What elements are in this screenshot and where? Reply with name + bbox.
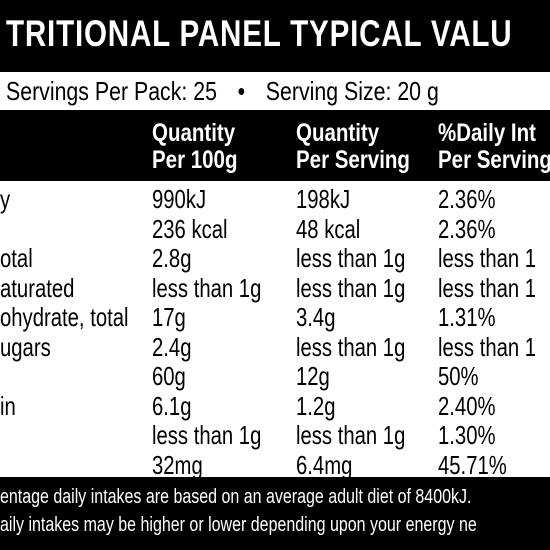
panel-title: TRITIONAL PANEL TYPICAL VALU (6, 13, 513, 54)
table-row: ohydrate, total 17g 3.4g 1.31% (0, 302, 550, 333)
header-line: Per 100g (152, 146, 238, 174)
value-per-serving: 3.4g (296, 302, 336, 332)
table-row: 32mg 6.4mg 45.71% (0, 449, 550, 481)
bullet-separator: • (237, 76, 246, 106)
servings-band (0, 72, 550, 110)
header-line: Per Serving (438, 146, 550, 174)
nutrition-table: y 990kJ 198kJ 2.36% 236 kcal 48 kcal 2.3… (0, 181, 550, 479)
value-per-100g: 2.8g (152, 243, 192, 273)
value-daily-intake: 50% (438, 361, 479, 391)
servings-line: Servings Per Pack: 25 • Serving Size: 20… (6, 76, 439, 106)
header-per-100g: Quantity Per 100g (152, 120, 237, 174)
table-row: less than 1g less than 1g 1.30% (0, 420, 550, 451)
table-row: aturated less than 1g less than 1g less … (0, 272, 550, 304)
value-per-100g: 32mg (152, 449, 203, 480)
value-per-serving: 6.4mg (296, 449, 353, 480)
value-per-100g: 60g (152, 361, 186, 391)
nutrient-name: ohydrate, total (0, 302, 129, 332)
header-line: Quantity (296, 119, 380, 147)
header-line: Per Serving (296, 146, 410, 174)
value-per-serving: less than 1g (296, 243, 406, 273)
value-per-serving: 48 kcal (296, 213, 361, 244)
value-daily-intake: 2.36% (438, 213, 496, 244)
nutrient-name: ugars (0, 331, 51, 362)
header-per-serving: Quantity Per Serving (296, 120, 410, 174)
value-per-serving: less than 1g (296, 420, 406, 450)
value-daily-intake: 1.30% (438, 420, 496, 450)
nutrient-name: y (0, 184, 11, 214)
value-daily-intake: less than 1 (438, 243, 537, 273)
header-line: Quantity (152, 119, 236, 147)
value-daily-intake: 45.71% (438, 449, 507, 480)
footnote-line: aily intakes may be higher or lower depe… (0, 514, 477, 536)
value-per-serving: less than 1g (296, 272, 406, 303)
table-row: 236 kcal 48 kcal 2.36% (0, 213, 550, 245)
table-row: otal 2.8g less than 1g less than 1 (0, 243, 550, 274)
value-per-serving: less than 1g (296, 331, 406, 362)
value-per-100g: 2.4g (152, 331, 192, 362)
nutrient-name: aturated (0, 272, 75, 303)
serving-size: Serving Size: 20 g (265, 76, 439, 106)
value-per-100g: less than 1g (152, 420, 262, 450)
nutrient-name: otal (0, 243, 33, 273)
value-per-100g: 17g (152, 302, 186, 332)
value-daily-intake: less than 1 (438, 272, 537, 303)
header-daily-intake: %Daily Int Per Serving (438, 120, 550, 174)
value-per-serving: 198kJ (296, 184, 351, 214)
value-per-100g: 236 kcal (152, 213, 228, 244)
table-row: 60g 12g 50% (0, 361, 550, 392)
footnote-line: entage daily intakes are based on an ave… (0, 486, 472, 508)
value-daily-intake: 1.31% (438, 302, 496, 332)
value-daily-intake: less than 1 (438, 331, 537, 362)
table-row: y 990kJ 198kJ 2.36% (0, 184, 550, 215)
value-per-serving: 1.2g (296, 390, 336, 421)
value-per-serving: 12g (296, 361, 330, 391)
value-daily-intake: 2.36% (438, 184, 496, 214)
value-per-100g: 990kJ (152, 184, 207, 214)
header-line: %Daily Int (438, 119, 536, 147)
servings-per-pack: Servings Per Pack: 25 (6, 76, 217, 106)
nutrient-name: in (0, 390, 16, 421)
value-daily-intake: 2.40% (438, 390, 496, 421)
table-row: in 6.1g 1.2g 2.40% (0, 390, 550, 422)
value-per-100g: less than 1g (152, 272, 262, 303)
table-header: Quantity Per 100g Quantity Per Serving %… (0, 118, 550, 180)
footnotes: entage daily intakes are based on an ave… (0, 483, 480, 539)
table-row: ugars 2.4g less than 1g less than 1 (0, 331, 550, 363)
value-per-100g: 6.1g (152, 390, 192, 421)
